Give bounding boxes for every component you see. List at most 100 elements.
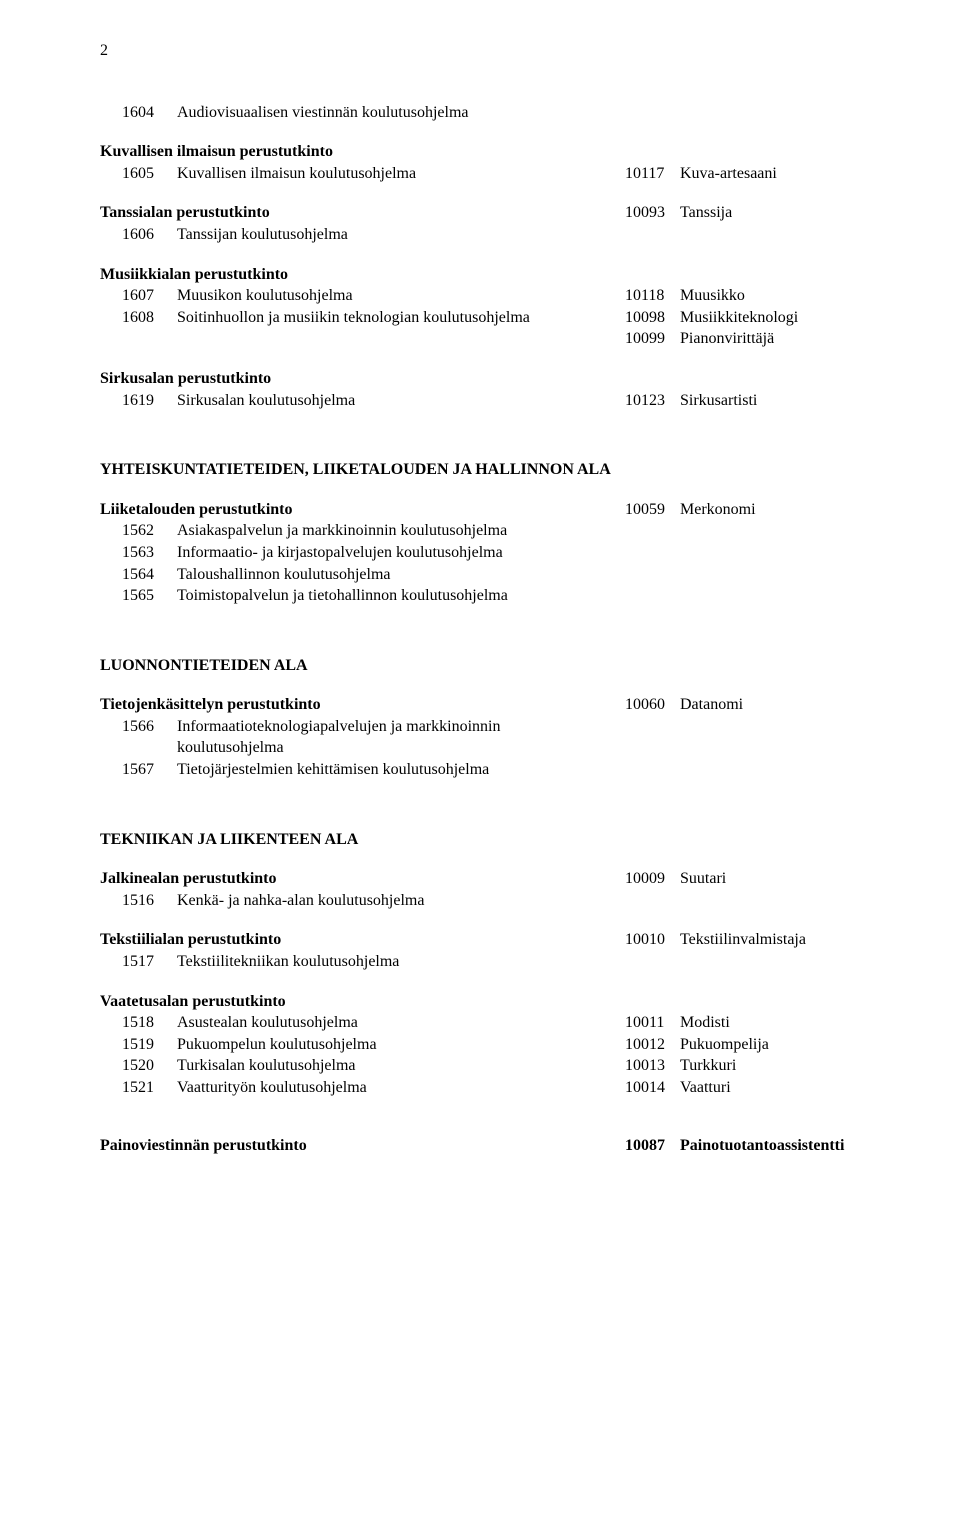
row-code: 1518 <box>122 1012 177 1034</box>
row-rcode: 10117 <box>625 163 680 185</box>
content-row: 1619Sirkusalan koulutusohjelma10123Sirku… <box>100 390 900 412</box>
block-heading-row: Tietojenkäsittelyn perustutkinto10060Dat… <box>100 694 900 716</box>
row-rlabel: Sirkusartisti <box>680 390 900 412</box>
row-label: Muusikon koulutusohjelma <box>177 285 625 307</box>
footer-heading: Painoviestinnän perustutkinto <box>100 1135 625 1157</box>
block-heading-row: Tanssialan perustutkinto10093Tanssija <box>100 202 900 224</box>
row-label: Tietojärjestelmien kehittämisen koulutus… <box>177 759 625 781</box>
row-code: 1565 <box>122 585 177 607</box>
row-label: Informaatio- ja kirjastopalvelujen koulu… <box>177 542 625 564</box>
block-heading-rcode: 10059 <box>625 499 680 521</box>
block-heading: Tietojenkäsittelyn perustutkinto <box>100 694 625 716</box>
block-heading-row: Sirkusalan perustutkinto <box>100 368 900 390</box>
row-label: Taloushallinnon koulutusohjelma <box>177 564 625 586</box>
content-row: 1517Tekstiilitekniikan koulutusohjelma <box>100 951 900 973</box>
row-label: Asustealan koulutusohjelma <box>177 1012 625 1034</box>
block-heading-row: Liiketalouden perustutkinto10059Merkonom… <box>100 499 900 521</box>
row-label: Tanssijan koulutusohjelma <box>177 224 625 246</box>
row-code: 1516 <box>122 890 177 912</box>
row-rcode: 10011 <box>625 1012 680 1034</box>
section-title-tekniikan: TEKNIIKAN JA LIIKENTEEN ALA <box>100 829 900 851</box>
row-code: 1562 <box>122 520 177 542</box>
content-row: 1563Informaatio- ja kirjastopalvelujen k… <box>100 542 900 564</box>
block-heading-rlabel: Tanssija <box>680 202 900 224</box>
row-label: Audiovisuaalisen viestinnän koulutusohje… <box>177 102 625 124</box>
row-label: Vaatturityön koulutusohjelma <box>177 1077 625 1099</box>
row-code: 1520 <box>122 1055 177 1077</box>
content-row: 1607Muusikon koulutusohjelma10118Muusikk… <box>100 285 900 307</box>
row-label: Kuvallisen ilmaisun koulutusohjelma <box>177 163 625 185</box>
row-rlabel: Pianonvirittäjä <box>680 328 900 350</box>
row-code: 1605 <box>122 163 177 185</box>
row-label: Pukuompelun koulutusohjelma <box>177 1034 625 1056</box>
row-code: 1563 <box>122 542 177 564</box>
row-rcode: 10014 <box>625 1077 680 1099</box>
section-title-yhteiskunta: YHTEISKUNTATIETEIDEN, LIIKETALOUDEN JA H… <box>100 459 900 481</box>
block-heading: Vaatetusalan perustutkinto <box>100 991 625 1013</box>
content-row: 10099Pianonvirittäjä <box>100 328 900 350</box>
block-heading-row: Jalkinealan perustutkinto10009Suutari <box>100 868 900 890</box>
block-heading-rcode: 10010 <box>625 929 680 951</box>
row-code: 1521 <box>122 1077 177 1099</box>
footer-rlabel: Painotuotantoassistentti <box>680 1135 900 1157</box>
content-row: 1562Asiakaspalvelun ja markkinoinnin kou… <box>100 520 900 542</box>
row-code: 1564 <box>122 564 177 586</box>
content-row: 1606Tanssijan koulutusohjelma <box>100 224 900 246</box>
block-heading-rlabel: Merkonomi <box>680 499 900 521</box>
block-heading: Tekstiilialan perustutkinto <box>100 929 625 951</box>
row-label: Asiakaspalvelun ja markkinoinnin koulutu… <box>177 520 625 542</box>
content-row: 1519Pukuompelun koulutusohjelma10012Puku… <box>100 1034 900 1056</box>
row-label: Toimistopalvelun ja tietohallinnon koulu… <box>177 585 625 607</box>
section-title-luonnon: LUONNONTIETEIDEN ALA <box>100 655 900 677</box>
page-number: 2 <box>100 40 900 62</box>
row-rcode: 10012 <box>625 1034 680 1056</box>
block-heading: Kuvallisen ilmaisun perustutkinto <box>100 141 625 163</box>
row-label: Informaatioteknologiapalvelujen ja markk… <box>177 716 625 759</box>
row-label: Turkisalan koulutusohjelma <box>177 1055 625 1077</box>
row-code: 1519 <box>122 1034 177 1056</box>
block-heading-row: Vaatetusalan perustutkinto <box>100 991 900 1013</box>
row-rlabel: Vaatturi <box>680 1077 900 1099</box>
block-heading-rcode: 10093 <box>625 202 680 224</box>
row-rlabel: Turkkuri <box>680 1055 900 1077</box>
row-rlabel: Pukuompelija <box>680 1034 900 1056</box>
content-row: 1520Turkisalan koulutusohjelma10013Turkk… <box>100 1055 900 1077</box>
row-code: 1604 <box>122 102 177 124</box>
block-heading-row: Tekstiilialan perustutkinto10010Tekstiil… <box>100 929 900 951</box>
content-row: 1605Kuvallisen ilmaisun koulutusohjelma1… <box>100 163 900 185</box>
row-rcode: 10013 <box>625 1055 680 1077</box>
row-rlabel: Musiikkiteknologi <box>680 307 900 329</box>
content-row: 1565Toimistopalvelun ja tietohallinnon k… <box>100 585 900 607</box>
row-code: 1619 <box>122 390 177 412</box>
row-label: Tekstiilitekniikan koulutusohjelma <box>177 951 625 973</box>
row-rcode: 10118 <box>625 285 680 307</box>
row-rlabel: Modisti <box>680 1012 900 1034</box>
block-heading-row: Kuvallisen ilmaisun perustutkinto <box>100 141 900 163</box>
content-row: 1567Tietojärjestelmien kehittämisen koul… <box>100 759 900 781</box>
content-row: 1604Audiovisuaalisen viestinnän koulutus… <box>100 102 900 124</box>
block-heading-rlabel: Datanomi <box>680 694 900 716</box>
block-heading-rcode: 10060 <box>625 694 680 716</box>
row-code: 1517 <box>122 951 177 973</box>
row-code: 1608 <box>122 307 177 329</box>
row-label: Kenkä- ja nahka-alan koulutusohjelma <box>177 890 625 912</box>
content-row: 1516Kenkä- ja nahka-alan koulutusohjelma <box>100 890 900 912</box>
content-row: 1518Asustealan koulutusohjelma10011Modis… <box>100 1012 900 1034</box>
block-heading-rlabel: Suutari <box>680 868 900 890</box>
row-code: 1607 <box>122 285 177 307</box>
block-heading-rlabel: Tekstiilinvalmistaja <box>680 929 900 951</box>
row-code: 1566 <box>122 716 177 738</box>
block-heading-row: Musiikkialan perustutkinto <box>100 264 900 286</box>
row-label: Soitinhuollon ja musiikin teknologian ko… <box>177 307 625 329</box>
row-rcode: 10123 <box>625 390 680 412</box>
row-rcode: 10098 <box>625 307 680 329</box>
block-heading: Liiketalouden perustutkinto <box>100 499 625 521</box>
content-row: 1608Soitinhuollon ja musiikin teknologia… <box>100 307 900 329</box>
block-heading: Musiikkialan perustutkinto <box>100 264 625 286</box>
block-heading: Sirkusalan perustutkinto <box>100 368 625 390</box>
block-heading: Tanssialan perustutkinto <box>100 202 625 224</box>
row-code: 1567 <box>122 759 177 781</box>
row-rlabel: Kuva-artesaani <box>680 163 900 185</box>
block-heading-rcode: 10009 <box>625 868 680 890</box>
row-rlabel: Muusikko <box>680 285 900 307</box>
